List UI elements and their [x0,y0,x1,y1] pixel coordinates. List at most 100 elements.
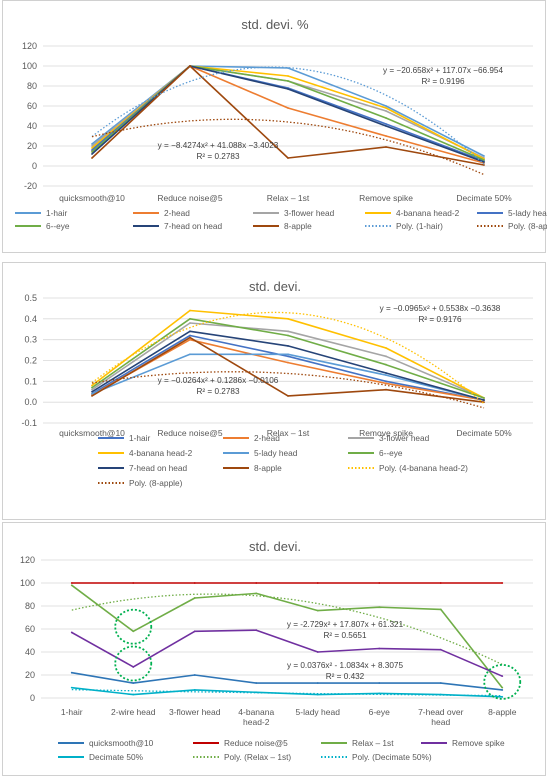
highlight-circle [114,645,153,682]
legend-label: 2-head [164,208,190,218]
legend-label: Reduce noise@5 [224,738,288,748]
data-point [287,80,289,82]
y-tick-label: 40 [25,647,35,657]
x-tick-label: Decimate 50% [456,193,512,203]
chart-title: std. devi. % [241,17,309,32]
data-point [255,629,258,632]
data-point [189,322,191,324]
y-tick-label: 60 [27,101,37,111]
y-tick-label: -0.1 [21,418,37,428]
data-point [255,582,258,584]
data-point [70,686,73,689]
x-tick-label: 4-banana head-2 [238,707,274,727]
series-line [71,671,503,691]
data-point [91,388,93,391]
legend-label: Poly. (Decimate 50%) [352,752,432,762]
chart-svg: std. devi. -0.1 0.0 0.1 0.2 0.3 0.4 0.5 quicksmo… [21,279,533,488]
legend-label: 8-apple [284,221,312,231]
data-point [70,671,73,674]
data-point [132,582,135,584]
data-point [287,334,289,337]
legend-label: 5-lady head [508,208,547,218]
data-point [255,691,258,694]
data-point [439,608,442,611]
legend-label: 4-banana head-2 [396,208,460,218]
series-line [71,686,503,698]
y-tick-label: 0 [30,693,35,703]
chart-svg: std. devi. % -20 0 20 40 60 80 100 120 quicksmoot… [15,17,547,231]
y-tick-label: 20 [27,141,37,151]
data-point [385,105,387,107]
trendline [71,593,503,666]
data-point [189,338,191,341]
data-point [189,309,191,312]
data-point [193,597,196,599]
data-point [91,151,93,153]
legend-label: 1-hair [46,208,67,218]
data-point [132,682,135,684]
data-point [385,110,387,112]
data-point [378,647,381,650]
y-tick-label: 120 [22,41,37,51]
data-point [483,161,485,163]
data-point [378,606,381,609]
y-tick-label: 0.4 [24,314,37,324]
data-point [287,395,289,397]
legend-label: quicksmooth@10 [89,738,154,748]
x-tick-label: Decimate 50% [456,428,512,438]
data-point [287,330,289,333]
x-tick-label: Reduce noise@5 [157,428,223,438]
data-point [378,692,381,695]
data-point [132,630,135,633]
data-point [91,386,93,389]
data-point [385,125,387,127]
chart-panel-std-devi: std. devi. -0.1 0.0 0.1 0.2 0.3 0.4 0.5 quicksmo… [2,262,546,520]
legend-label: Poly. (8-apple) [129,478,183,488]
data-point [385,146,387,148]
data-point [483,399,485,401]
data-point [91,147,93,149]
chart-svg: std. devi. 0 20 40 60 80 100 120 1-hair 2-wire he… [20,539,533,762]
y-tick-label: 40 [27,121,37,131]
data-point [287,107,289,109]
y-tick-label: 0 [32,161,37,171]
data-point [501,695,504,698]
chart-title: std. devi. [249,539,301,554]
data-point [439,682,442,684]
trend-equation: y = −20.658x² + 117.07x −66.954 [383,66,503,75]
data-point [316,609,319,612]
legend-label: Poly. (Relax – 1st) [224,752,291,762]
legend-label: 7-head on head [129,463,188,473]
data-point [193,689,196,691]
data-point [483,397,485,399]
x-tick-label: 8-apple [488,707,517,717]
data-point [91,390,93,393]
trend-r-squared: R² = 0.5651 [323,631,366,640]
y-tick-label: 100 [20,578,35,588]
data-point [132,693,135,696]
data-point [378,582,381,584]
trend-equation: y = -2.729x² + 17.807x + 61.321 [287,620,404,629]
data-point [189,317,191,320]
trendline [91,371,485,409]
data-point [132,666,135,668]
y-tick-label: 0.1 [24,376,37,386]
y-tick-label: 0.0 [24,397,37,407]
x-tick-label: Relax – 1st [267,193,310,203]
data-point [483,155,485,157]
legend-label: 1-hair [129,433,150,443]
data-point [385,123,387,125]
y-tick-label: 0.5 [24,293,37,303]
trend-equation: y = −0.0264x² + 0.1286x −0.0106 [158,376,279,385]
x-tick-label: 1-hair [61,707,83,717]
data-point [439,648,442,651]
data-point [189,65,191,67]
legend-label: Poly. (4-banana head-2) [379,463,468,473]
trend-equation: y = −8.4274x² + 41.088x −3.4023 [158,141,279,150]
legend-label: Relax – 1st [352,738,394,748]
data-point [385,363,387,366]
legend-label: 6--eye [379,448,403,458]
data-point [316,582,319,584]
x-tick-label: Reduce noise@5 [157,193,223,203]
x-tick-label: Relax – 1st [267,428,310,438]
